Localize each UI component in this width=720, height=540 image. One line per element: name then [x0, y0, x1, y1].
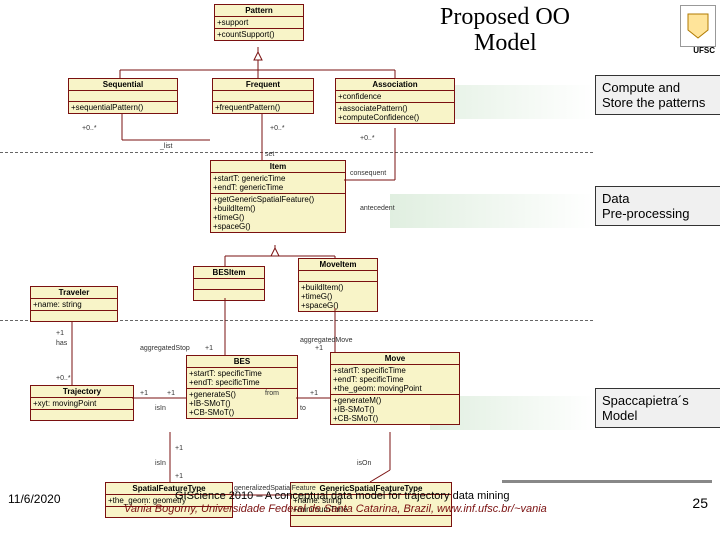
class-sequential: Sequential +sequentialPattern() — [68, 78, 178, 114]
footer-rule — [502, 480, 712, 483]
class-trajectory: Trajectory +xyt: movingPoint — [30, 385, 134, 421]
svg-text:+1: +1 — [140, 390, 148, 397]
svg-text:+0..*: +0..* — [360, 135, 375, 142]
svg-text:aggregatedMove: aggregatedMove — [300, 337, 353, 344]
svg-text:+1: +1 — [175, 445, 183, 452]
arrow-preprocess — [390, 194, 595, 228]
footer-1: GIScience 2010 – A conceptual data model… — [175, 490, 509, 502]
svg-text:isIn: isIn — [155, 460, 166, 467]
svg-text:+1: +1 — [205, 345, 213, 352]
svg-text:+0..*: +0..* — [56, 375, 71, 382]
annotation-preprocess: Data Pre-processing — [595, 186, 720, 226]
ufsc-logo — [680, 5, 716, 47]
class-bes: BES +startT: specificTime +endT: specifi… — [186, 355, 298, 419]
class-association: Association +confidence +associatePatter… — [335, 78, 455, 124]
class-pattern: Pattern +support +countSupport() — [214, 4, 304, 41]
page-title-1: Proposed OO — [440, 4, 570, 31]
svg-text:+0..*: +0..* — [270, 125, 285, 132]
svg-text:consequent: consequent — [350, 170, 386, 177]
svg-text:aggregatedStop: aggregatedStop — [140, 345, 190, 352]
footer-2: Vania Bogorny, Universidade Federal de S… — [124, 503, 547, 515]
svg-text:isOn: isOn — [357, 460, 372, 467]
svg-text:+1: +1 — [310, 390, 318, 397]
svg-text:+0..*: +0..* — [82, 125, 97, 132]
svg-text:has: has — [56, 340, 68, 347]
svg-text:isIn: isIn — [155, 405, 166, 412]
page-number: 25 — [692, 495, 708, 511]
class-besitem: BESItem — [193, 266, 265, 301]
date: 11/6/2020 — [8, 492, 61, 506]
svg-text:to: to — [300, 405, 306, 412]
page-title-2: Model — [474, 30, 537, 57]
svg-text:+1: +1 — [167, 390, 175, 397]
svg-text:+1: +1 — [56, 330, 64, 337]
class-move: Move +startT: specificTime +endT: specif… — [330, 352, 460, 425]
class-item: Item +startT: genericTime +endT: generic… — [210, 160, 346, 233]
logo-label: UFSC — [693, 46, 715, 55]
annotation-compute: Compute and Store the patterns — [595, 75, 720, 115]
annotation-spaccapietra: Spaccapietra´s Model — [595, 388, 720, 428]
section-divider-1 — [0, 152, 593, 153]
class-traveler: Traveler +name: string — [30, 286, 118, 322]
class-frequent: Frequent +frequentPattern() — [212, 78, 314, 114]
svg-text:+1: +1 — [175, 473, 183, 480]
class-moveitem: MoveItem +buildItem() +timeG() +spaceG() — [298, 258, 378, 312]
svg-text:+1: +1 — [315, 345, 323, 352]
svg-text:_list: _list — [159, 143, 173, 150]
